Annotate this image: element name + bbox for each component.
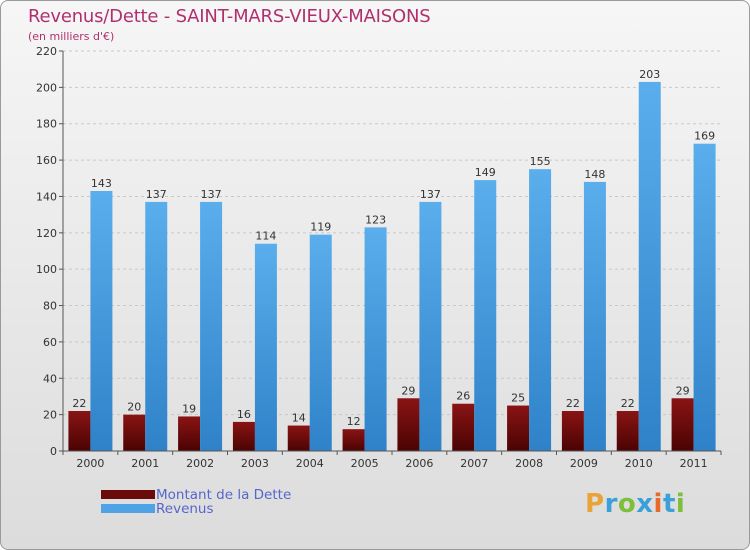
value-label-revenus: 143 (91, 177, 112, 190)
value-label-dette: 20 (127, 401, 141, 414)
x-tick-label: 2004 (296, 457, 324, 470)
bar-dette (287, 425, 310, 451)
labels-layer: 22 143 20 137 19 137 16 114 14 119 12 123 29 137 26 149… (72, 68, 715, 428)
proxiti-logo: Proxiti (585, 489, 685, 519)
y-tick-label: 140 (36, 190, 57, 203)
y-tick-label: 20 (43, 409, 57, 422)
bar-dette (561, 411, 584, 451)
bar-dette (616, 411, 639, 451)
bar-dette (342, 429, 365, 451)
bar-revenus (200, 201, 223, 451)
y-tick-label: 40 (43, 372, 57, 385)
value-label-revenus: 119 (310, 221, 331, 234)
value-label-dette: 29 (401, 384, 415, 397)
value-label-dette: 22 (566, 397, 580, 410)
legend-swatch-dette (101, 490, 155, 499)
value-label-dette: 12 (347, 415, 361, 428)
y-tick-label: 120 (36, 227, 57, 240)
value-label-dette: 26 (456, 390, 470, 403)
logo-letter: i (653, 489, 663, 519)
legend-swatch-revenus (101, 504, 155, 513)
value-label-dette: 29 (676, 384, 690, 397)
bar-revenus (638, 81, 661, 451)
chart-title: Revenus/Dette - SAINT-MARS-VIEUX-MAISONS (28, 6, 431, 27)
value-label-dette: 14 (292, 412, 306, 425)
value-label-revenus: 169 (694, 130, 715, 143)
bar-dette (507, 405, 530, 451)
value-label-revenus: 149 (475, 166, 496, 179)
bar-revenus (364, 227, 387, 451)
logo-letter: x (636, 489, 654, 519)
logo-letter: r (604, 489, 618, 519)
y-tick-label: 220 (36, 45, 57, 58)
bar-dette (452, 403, 475, 451)
bar-dette (123, 414, 146, 451)
x-tick-label: 2006 (405, 457, 433, 470)
bar-dette (68, 411, 91, 451)
value-label-dette: 19 (182, 402, 196, 415)
x-tick-label: 2009 (570, 457, 598, 470)
value-label-dette: 25 (511, 392, 525, 405)
y-tick-label: 60 (43, 336, 57, 349)
logo-letter: t (662, 489, 676, 519)
y-tick-label: 80 (43, 300, 57, 313)
bar-dette (232, 421, 255, 451)
y-tick-label: 0 (50, 445, 57, 458)
logo-letter: o (617, 489, 637, 519)
bar-dette (397, 398, 420, 451)
x-tick-label: 2010 (625, 457, 653, 470)
bar-revenus (419, 201, 442, 451)
logo-letter: P (585, 489, 605, 519)
bars-layer (68, 81, 716, 451)
x-tick-label: 2003 (241, 457, 269, 470)
value-label-dette: 22 (72, 397, 86, 410)
bar-revenus (693, 143, 716, 451)
x-tick-label: 2008 (515, 457, 543, 470)
value-label-revenus: 114 (255, 230, 276, 243)
value-label-dette: 22 (621, 397, 635, 410)
value-label-revenus: 203 (639, 68, 660, 81)
bar-revenus (474, 180, 497, 451)
x-tick-label: 2005 (351, 457, 379, 470)
x-tick-label: 2000 (76, 457, 104, 470)
x-tick-label: 2002 (186, 457, 214, 470)
legend-label-dette: Montant de la Dette (156, 487, 292, 503)
value-label-revenus: 155 (530, 155, 551, 168)
value-label-revenus: 123 (365, 213, 386, 226)
bar-dette (178, 416, 201, 451)
value-label-revenus: 137 (146, 188, 167, 201)
value-label-revenus: 137 (201, 188, 222, 201)
value-label-revenus: 148 (584, 168, 605, 181)
bar-dette (671, 398, 694, 451)
y-tick-label: 200 (36, 81, 57, 94)
x-tick-label: 2001 (131, 457, 159, 470)
chart-subtitle: (en milliers d'€) (28, 30, 115, 43)
grid-layer (63, 50, 721, 416)
y-tick-label: 100 (36, 263, 57, 276)
legend-label-revenus: Revenus (156, 501, 214, 517)
logo-letter: i (675, 489, 686, 519)
bar-revenus (90, 191, 113, 451)
bar-chart: 22 143 20 137 19 137 16 114 14 119 12 123 29 137 26 149… (36, 45, 722, 470)
value-label-revenus: 137 (420, 188, 441, 201)
y-tick-label: 160 (36, 154, 57, 167)
bar-revenus (254, 243, 277, 451)
bar-revenus (583, 181, 606, 451)
bar-revenus (145, 201, 168, 451)
y-tick-label: 180 (36, 118, 57, 131)
bar-revenus (309, 234, 332, 451)
x-tick-label: 2011 (680, 457, 708, 470)
bar-revenus (529, 169, 552, 451)
value-label-dette: 16 (237, 408, 251, 421)
x-tick-label: 2007 (460, 457, 488, 470)
